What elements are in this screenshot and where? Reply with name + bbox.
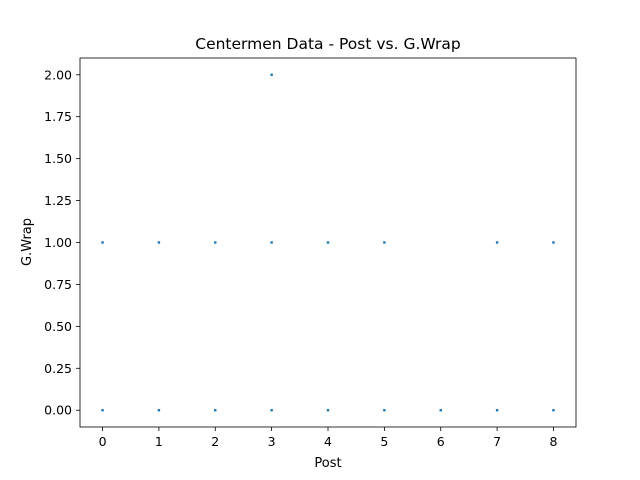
data-point — [214, 241, 217, 244]
y-tick-label: 1.50 — [44, 151, 72, 166]
y-tick-label: 1.00 — [44, 235, 72, 250]
x-axis-ticks: 0 1 2 3 4 5 6 7 8 — [99, 427, 557, 449]
plot-frame — [79, 57, 577, 428]
data-point — [326, 409, 330, 412]
data-point — [552, 409, 555, 412]
data-point — [270, 409, 273, 412]
y-tick-label: 1.25 — [44, 193, 72, 208]
x-tick-label: 0 — [99, 434, 107, 449]
y-tick-label: 0.25 — [44, 361, 72, 376]
data-point — [101, 241, 104, 244]
x-tick-label: 5 — [380, 434, 388, 449]
chart-title: Centermen Data - Post vs. G.Wrap — [195, 35, 460, 53]
y-tick-label: 2.00 — [44, 67, 72, 82]
x-tick-label: 6 — [437, 434, 445, 449]
data-point — [101, 409, 104, 412]
data-point — [552, 241, 555, 244]
x-tick-label: 2 — [211, 434, 219, 449]
data-point — [270, 73, 273, 76]
data-point — [383, 241, 386, 244]
data-point — [495, 241, 499, 244]
y-tick-label: 1.75 — [44, 109, 72, 124]
data-point — [157, 409, 161, 412]
data-point — [383, 409, 386, 412]
x-axis-label: Post — [314, 456, 341, 471]
x-tick-label: 4 — [324, 434, 332, 449]
data-point — [439, 409, 442, 412]
points-layer — [101, 73, 555, 412]
y-tick-label: 0.75 — [44, 277, 72, 292]
data-point — [270, 241, 273, 244]
x-tick-label: 1 — [155, 434, 163, 449]
data-point — [326, 241, 330, 244]
y-axis-ticks: 0.00 0.25 0.50 0.75 1.00 1.25 1.50 1.75 2.00 — [44, 67, 80, 418]
x-tick-label: 3 — [268, 434, 276, 449]
data-point — [495, 409, 499, 412]
data-point — [157, 241, 161, 244]
data-point — [214, 409, 217, 412]
x-tick-label: 7 — [493, 434, 501, 449]
y-axis-label: G.Wrap — [20, 218, 35, 266]
y-tick-label: 0.50 — [44, 319, 72, 334]
x-tick-label: 8 — [549, 434, 557, 449]
y-tick-label: 0.00 — [44, 403, 72, 418]
